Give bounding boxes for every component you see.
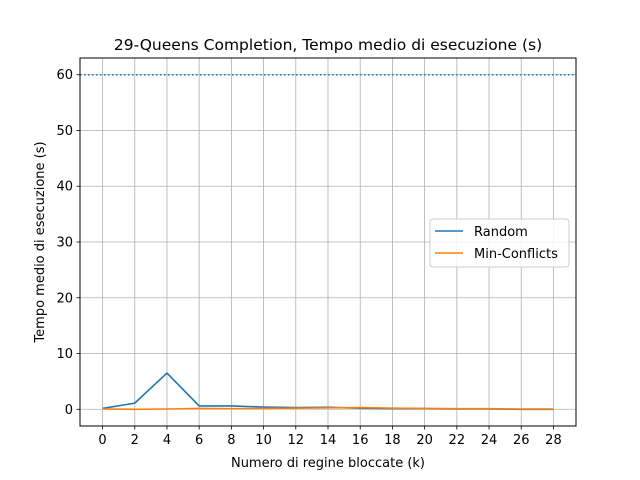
y-tick-label: 60 <box>56 68 73 83</box>
x-tick-label: 18 <box>384 433 401 448</box>
y-tick-label: 0 <box>65 403 73 418</box>
x-tick-label: 0 <box>98 433 106 448</box>
legend-box <box>429 218 570 268</box>
legend-label-random: Random <box>474 225 528 240</box>
y-tick-label: 50 <box>56 124 73 139</box>
x-tick-label: 12 <box>288 433 305 448</box>
x-tick-label: 20 <box>416 433 433 448</box>
x-tick-label: 24 <box>481 433 498 448</box>
x-tick-label: 8 <box>227 433 235 448</box>
x-tick-label: 28 <box>545 433 562 448</box>
x-axis: 0 2 4 6 8 10 12 14 16 18 20 22 24 26 28 <box>98 426 562 448</box>
y-tick-label: 20 <box>56 291 73 306</box>
x-tick-label: 4 <box>163 433 171 448</box>
x-tick-label: 26 <box>513 433 530 448</box>
x-tick-label: 6 <box>195 433 203 448</box>
legend: Random Min-Conflicts <box>429 218 570 268</box>
y-axis: 0 10 20 30 40 50 60 <box>56 68 80 418</box>
x-tick-label: 2 <box>131 433 139 448</box>
x-tick-label: 22 <box>449 433 466 448</box>
y-tick-label: 30 <box>56 236 73 251</box>
x-tick-label: 14 <box>320 433 337 448</box>
legend-label-min-conflicts: Min-Conflicts <box>474 247 558 262</box>
series-line-min-conflicts <box>102 406 554 411</box>
y-axis-label: Tempo medio di esecuzione (s) <box>33 141 48 343</box>
x-tick-label: 16 <box>352 433 369 448</box>
x-axis-label: Numero di regine bloccate (k) <box>231 456 425 471</box>
y-tick-label: 40 <box>56 180 73 195</box>
y-tick-label: 10 <box>56 347 73 362</box>
series-group <box>102 372 554 411</box>
chart-title: 29-Queens Completion, Tempo medio di ese… <box>114 36 542 54</box>
x-tick-label: 10 <box>255 433 272 448</box>
